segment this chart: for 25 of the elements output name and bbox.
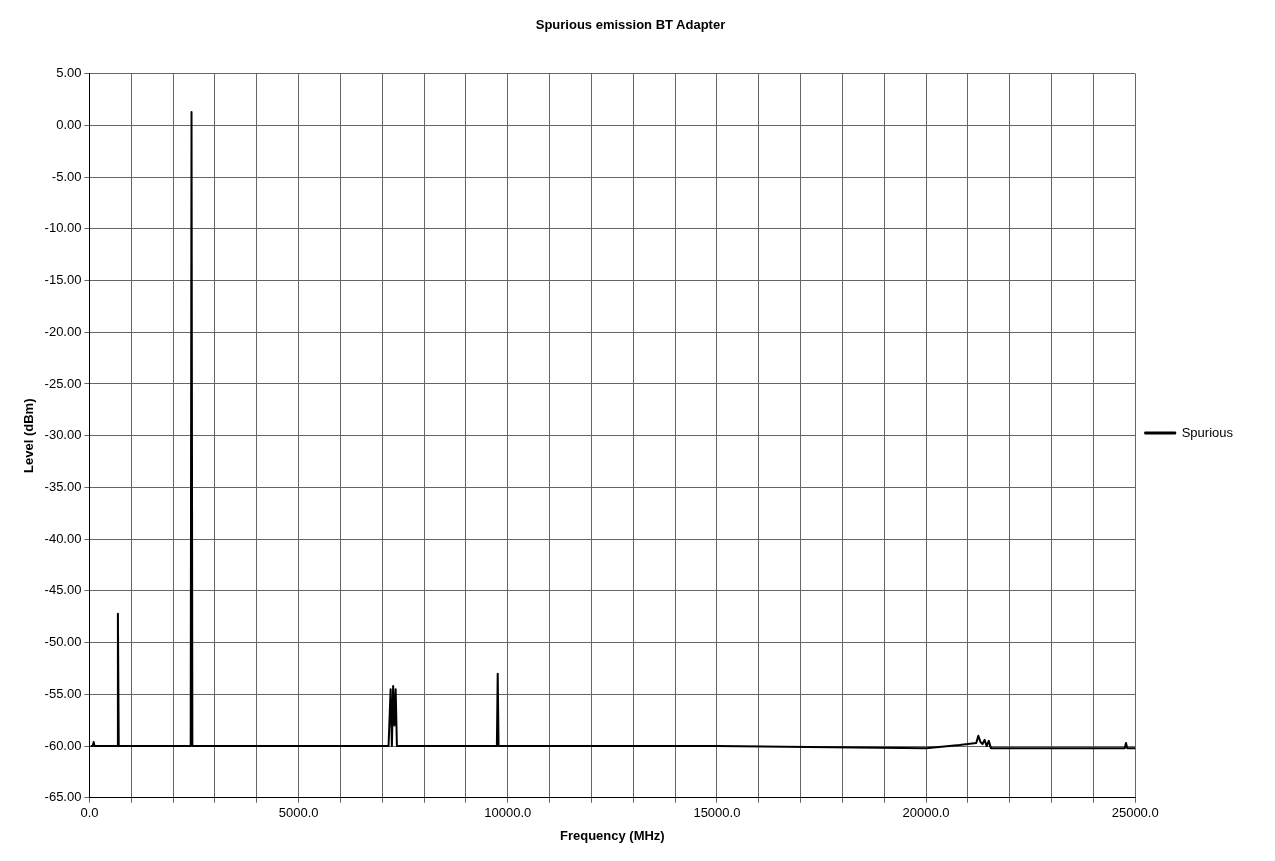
y-tick-label: -55.00 bbox=[44, 685, 82, 701]
y-tick-label: -45.00 bbox=[44, 582, 82, 598]
y-tick-label: -10.00 bbox=[44, 220, 82, 236]
x-tick-label: 20000.0 bbox=[902, 805, 950, 821]
y-tick-label: -5.00 bbox=[51, 168, 82, 184]
y-axis-title: Level (dBm) bbox=[21, 398, 37, 473]
x-tick-label: 5000.0 bbox=[278, 805, 319, 821]
y-tick-label: -35.00 bbox=[44, 479, 82, 495]
y-tick-label: -65.00 bbox=[44, 789, 82, 805]
chart-title: Spurious emission BT Adapter bbox=[535, 17, 726, 33]
y-tick-label: -15.00 bbox=[44, 272, 82, 288]
x-tick-label: 10000.0 bbox=[484, 805, 532, 821]
y-tick-label: -20.00 bbox=[44, 323, 82, 339]
y-tick-label: -50.00 bbox=[44, 634, 82, 650]
legend-label: Spurious bbox=[1181, 424, 1234, 440]
x-tick-label: 15000.0 bbox=[693, 805, 741, 821]
x-tick-label: 25000.0 bbox=[1111, 805, 1159, 821]
y-tick-label: 0.00 bbox=[56, 116, 82, 132]
y-tick-label: -60.00 bbox=[44, 737, 82, 753]
x-axis-title: Frequency (MHz) bbox=[559, 827, 665, 843]
y-tick-label: -30.00 bbox=[44, 427, 82, 443]
y-tick-label: -25.00 bbox=[44, 375, 82, 391]
x-tick-label: 0.0 bbox=[80, 805, 99, 821]
y-tick-label: 5.00 bbox=[56, 65, 82, 81]
y-tick-label: -40.00 bbox=[44, 530, 82, 546]
